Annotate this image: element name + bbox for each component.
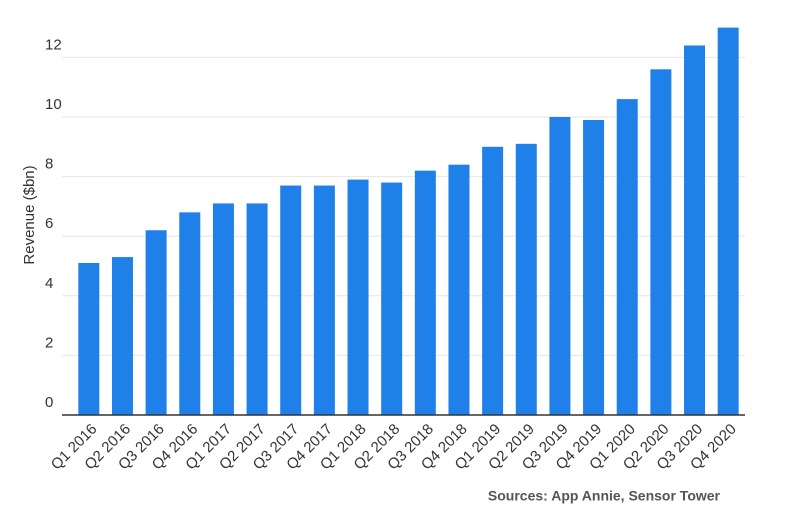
bar [280,185,302,415]
y-tick-label: 6 [45,215,53,232]
y-tick-label: 8 [45,156,53,173]
bar [313,185,335,415]
bar [145,230,167,415]
bar [111,257,133,415]
bar [179,212,201,415]
bar [246,203,268,415]
y-tick-label: 0 [45,394,53,411]
y-tick-label: 2 [45,334,53,351]
bar [717,27,739,415]
y-axis-label: Revenue ($bn) [21,165,38,264]
bar [616,99,638,416]
y-tick-label: 10 [45,96,62,113]
y-tick-label: 12 [45,36,62,53]
bar [515,143,537,415]
bar [583,119,605,415]
bar [684,45,706,415]
bar [381,182,403,415]
bar [78,263,100,415]
bar [347,179,369,415]
bar [212,203,234,415]
bar [414,170,436,415]
y-tick-label: 4 [45,275,53,292]
bar [482,146,504,416]
source-note: Sources: App Annie, Sensor Tower [488,488,721,504]
bar [448,164,470,415]
bar [549,117,571,415]
bar [650,69,672,415]
